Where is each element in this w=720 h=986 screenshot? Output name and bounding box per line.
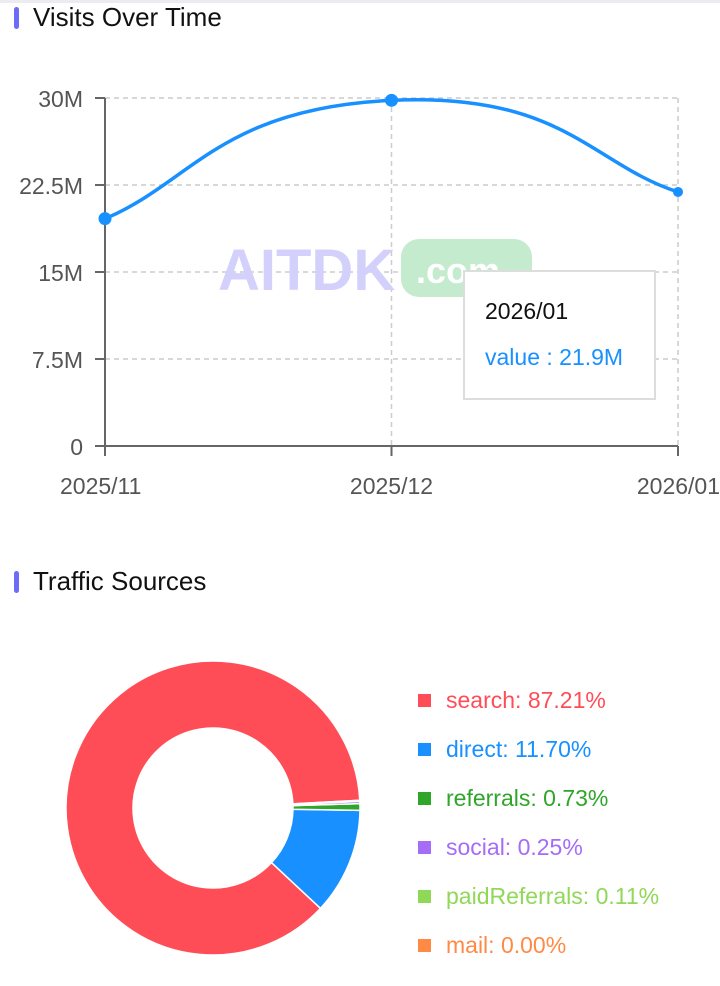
visits-section-title: Visits Over Time <box>14 2 222 33</box>
legend-swatch <box>418 694 431 707</box>
watermark: AITDK .com <box>218 238 532 303</box>
traffic-donut-chart[interactable] <box>0 640 420 980</box>
visits-title-text: Visits Over Time <box>33 2 222 32</box>
legend-label: search: 87.21% <box>446 687 606 713</box>
legend-item-search[interactable]: search: 87.21% <box>418 676 659 725</box>
y-tick-label: 30M <box>38 86 83 112</box>
legend-swatch <box>418 743 431 756</box>
legend-label: social: 0.25% <box>446 834 583 860</box>
x-tick-label: 2026/01 <box>637 473 720 499</box>
legend-item-social[interactable]: social: 0.25% <box>418 823 659 872</box>
legend-swatch <box>418 890 431 903</box>
x-tick-label: 2025/11 <box>60 473 141 499</box>
visits-line-chart[interactable]: AITDK .com 0 7.5M 15M 22.5M 30M 2025/11 2025/1… <box>0 0 720 510</box>
legend-label: paidReferrals: 0.11% <box>446 883 660 909</box>
traffic-section-title: Traffic Sources <box>14 566 206 597</box>
svg-text:AITDK: AITDK <box>218 238 395 303</box>
top-divider <box>0 0 720 3</box>
legend-item-mail[interactable]: mail: 0.00% <box>418 921 659 970</box>
legend-swatch <box>418 792 431 805</box>
title-accent-bar <box>14 570 19 593</box>
tooltip-label: 2026/01 <box>485 298 569 324</box>
tooltip-value: value : 21.9M <box>485 344 624 370</box>
legend-swatch <box>418 939 431 952</box>
legend-item-paidReferrals[interactable]: paidReferrals: 0.11% <box>418 872 659 921</box>
y-tick-label: 15M <box>38 260 83 286</box>
legend-label: referrals: 0.73% <box>446 785 609 811</box>
data-point-2026/01[interactable] <box>673 186 683 197</box>
slice-paidReferrals[interactable] <box>292 799 361 806</box>
legend-label: direct: 11.70% <box>446 736 592 762</box>
x-tick-label: 2025/12 <box>350 473 433 499</box>
chart-tooltip: 2026/01 value : 21.9M <box>463 270 656 400</box>
traffic-legend: search: 87.21% direct: 11.70% referrals: 0… <box>418 676 659 970</box>
y-tick-label: 0 <box>70 434 83 460</box>
legend-swatch <box>418 841 431 854</box>
data-point-2025/12[interactable] <box>385 93 398 107</box>
traffic-title-text: Traffic Sources <box>33 566 207 596</box>
legend-item-referrals[interactable]: referrals: 0.73% <box>418 774 659 823</box>
slice-search[interactable] <box>65 660 361 956</box>
data-point-2025/11[interactable] <box>98 212 112 226</box>
y-tick-label: 7.5M <box>32 347 83 373</box>
legend-label: mail: 0.00% <box>446 932 567 958</box>
title-accent-bar <box>14 6 19 29</box>
y-tick-label: 22.5M <box>19 173 83 199</box>
legend-item-direct[interactable]: direct: 11.70% <box>418 725 659 774</box>
